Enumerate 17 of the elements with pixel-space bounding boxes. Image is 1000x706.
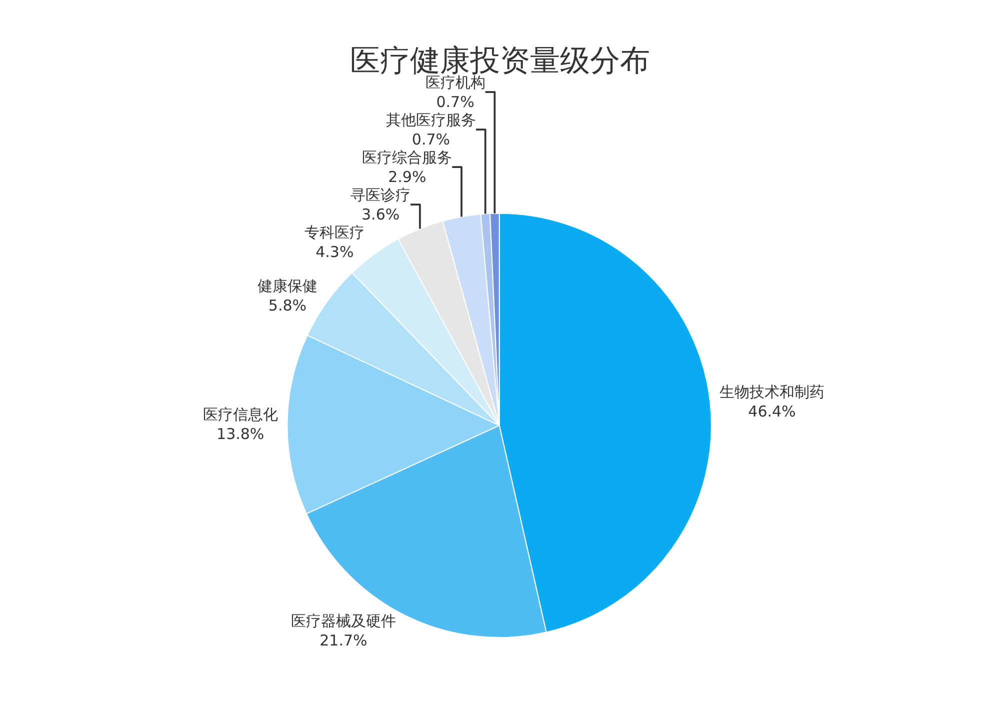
slice-label: 医疗器械及硬件 [290, 612, 396, 630]
data-label: 13.8% [216, 425, 264, 444]
data-label: 5.8% [268, 296, 307, 314]
data-label: 3.6% [362, 205, 400, 224]
slice-label: 医疗信息化 [202, 406, 278, 424]
slice-label: 生物技术和制药 [719, 382, 824, 401]
data-label: 4.3% [316, 242, 354, 261]
data-label: 46.4% [748, 402, 796, 420]
slice-label: 专科医疗 [304, 223, 365, 242]
slice-label: 健康保健 [257, 276, 318, 295]
slice-label: 寻医诊疗 [350, 186, 411, 204]
data-label: 0.7% [436, 92, 474, 111]
data-label: 0.7% [412, 130, 450, 148]
slice-label: 其他医疗服务 [386, 110, 476, 129]
data-label: 21.7% [320, 631, 368, 650]
data-label: 2.9% [388, 168, 426, 186]
slice-label: 医疗综合服务 [362, 148, 452, 166]
